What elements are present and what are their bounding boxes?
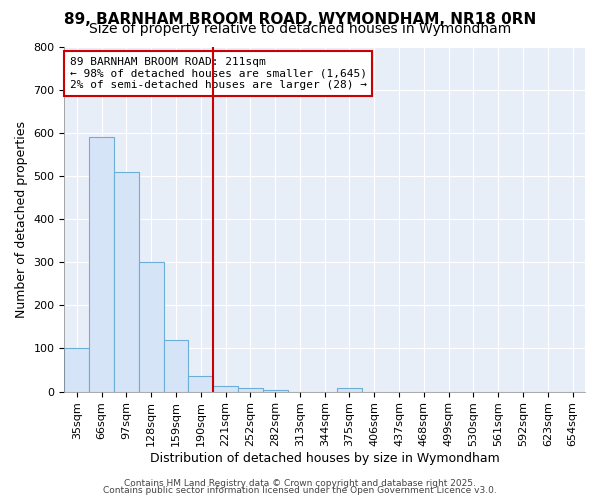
Bar	[337, 388, 362, 392]
Bar	[114, 172, 139, 392]
Text: 89 BARNHAM BROOM ROAD: 211sqm
← 98% of detached houses are smaller (1,645)
2% of: 89 BARNHAM BROOM ROAD: 211sqm ← 98% of d…	[70, 57, 367, 90]
Text: Size of property relative to detached houses in Wymondham: Size of property relative to detached ho…	[89, 22, 511, 36]
Text: Contains HM Land Registry data © Crown copyright and database right 2025.: Contains HM Land Registry data © Crown c…	[124, 478, 476, 488]
Y-axis label: Number of detached properties: Number of detached properties	[15, 120, 28, 318]
Bar	[64, 348, 89, 392]
Bar	[139, 262, 164, 392]
Bar	[188, 376, 213, 392]
Bar	[89, 137, 114, 392]
Text: Contains public sector information licensed under the Open Government Licence v3: Contains public sector information licen…	[103, 486, 497, 495]
Bar	[213, 386, 238, 392]
Bar	[164, 340, 188, 392]
Bar	[263, 390, 287, 392]
X-axis label: Distribution of detached houses by size in Wymondham: Distribution of detached houses by size …	[150, 452, 500, 465]
Text: 89, BARNHAM BROOM ROAD, WYMONDHAM, NR18 0RN: 89, BARNHAM BROOM ROAD, WYMONDHAM, NR18 …	[64, 12, 536, 28]
Bar	[238, 388, 263, 392]
